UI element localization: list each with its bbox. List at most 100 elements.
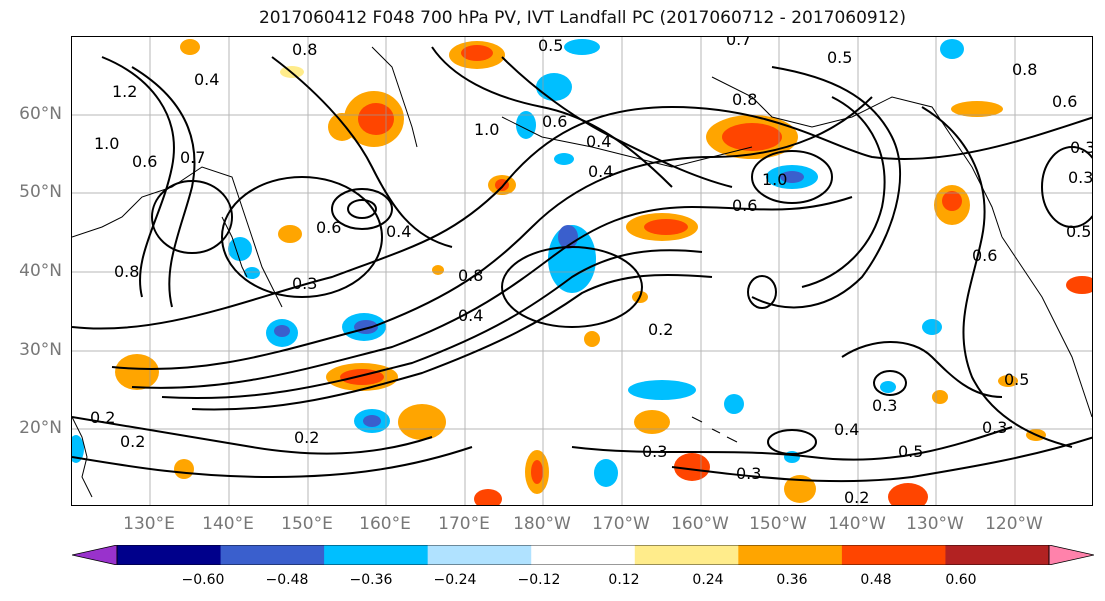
lon-label-150w: 150°W xyxy=(749,514,807,534)
colorbar-tick-label: 0.48 xyxy=(860,572,892,588)
jet-contour xyxy=(111,96,873,370)
anomaly-blob xyxy=(784,475,816,503)
contour-label: 0.8 xyxy=(732,90,757,109)
anomaly-blob xyxy=(942,191,962,211)
shaded-anomalies xyxy=(72,39,1092,505)
colorbar-segment xyxy=(531,545,636,565)
closed-contour xyxy=(501,246,643,328)
contour-label: 0.7 xyxy=(726,37,751,49)
colorbar-segment xyxy=(220,545,325,565)
lon-label-160w: 160°W xyxy=(671,514,729,534)
anomaly-blob xyxy=(328,113,356,141)
anomaly-blob xyxy=(432,265,444,275)
contour-label: 1.2 xyxy=(112,82,137,101)
lat-label-50n: 50°N xyxy=(19,182,62,202)
contour-label: 0.2 xyxy=(294,428,319,447)
jet-contour xyxy=(271,56,453,248)
anomaly-blob xyxy=(628,380,696,400)
contour-label: 0.3 xyxy=(736,464,761,483)
closed-contour xyxy=(331,188,393,230)
anomaly-blob xyxy=(536,73,572,101)
anomaly-blob xyxy=(932,390,948,404)
contour-label: 0.2 xyxy=(90,408,115,427)
contour-label: 0.3 xyxy=(872,396,897,415)
anomaly-blob xyxy=(358,103,394,135)
contour-label: 0.6 xyxy=(1052,92,1077,111)
anomaly-blob xyxy=(644,219,688,235)
anomaly-blob xyxy=(564,39,600,55)
lon-label-140e: 140°E xyxy=(202,514,254,534)
coastline-aleutians xyxy=(501,116,753,168)
contour-label: 0.4 xyxy=(194,70,219,89)
closed-contour xyxy=(347,199,377,219)
colorbar-tick-label: −0.60 xyxy=(181,572,225,588)
lat-label-40n: 40°N xyxy=(19,261,62,281)
coastline-asia xyxy=(72,166,283,308)
coastline-japan xyxy=(221,216,248,278)
anomaly-blob xyxy=(72,435,84,463)
anomaly-blob xyxy=(474,489,502,505)
closed-contour xyxy=(767,429,817,455)
map-panel: 0.8 0.5 0.7 0.5 0.8 0.6 0.4 1.2 1.0 0.4 … xyxy=(71,36,1093,506)
contour-label: 0.7 xyxy=(180,148,205,167)
anomaly-blob xyxy=(228,237,252,261)
contour-label: 0.3 xyxy=(1068,168,1093,187)
closed-contour xyxy=(1041,146,1092,228)
colorbar-segment xyxy=(738,545,843,565)
lon-label-160e: 160°E xyxy=(359,514,411,534)
anomaly-blob xyxy=(115,354,159,390)
closed-contour xyxy=(751,150,833,204)
colorbar-tick-label: 0.24 xyxy=(692,572,724,588)
anomaly-blob xyxy=(922,319,942,335)
contour-label: 0.2 xyxy=(120,432,145,451)
coastline-kamchatka xyxy=(371,46,418,148)
colorbar-tick-label: 0.36 xyxy=(776,572,808,588)
contour-label: 0.6 xyxy=(732,196,757,215)
map-canvas: 0.8 0.5 0.7 0.5 0.8 0.6 0.4 1.2 1.0 0.4 … xyxy=(72,37,1093,506)
contour-label: 0.5 xyxy=(1004,370,1029,389)
anomaly-blob xyxy=(880,381,896,393)
anomaly-blob xyxy=(634,410,670,434)
anomaly-blob xyxy=(594,459,618,487)
anomaly-blob xyxy=(531,460,543,484)
jet-contour xyxy=(131,196,853,389)
anomaly-blob xyxy=(780,171,804,183)
contour-label: 0.5 xyxy=(1066,222,1091,241)
lat-label-60n: 60°N xyxy=(19,104,62,124)
anomaly-blob xyxy=(888,483,928,505)
contour-label: 0.2 xyxy=(844,488,869,506)
contour-label: 0.6 xyxy=(132,152,157,171)
contour-label: 0.4 xyxy=(586,132,611,151)
colorbar-tick-label: −0.12 xyxy=(517,572,561,588)
anomaly-blob xyxy=(951,101,1003,117)
jet-contour xyxy=(72,105,1092,330)
anomaly-blob xyxy=(1066,276,1092,294)
lon-label-170e: 170°E xyxy=(438,514,490,534)
closed-contour xyxy=(221,176,383,298)
anomaly-blob xyxy=(998,375,1018,387)
jet-contour xyxy=(101,56,175,298)
contour-label: 0.6 xyxy=(316,218,341,237)
contour-label: 0.3 xyxy=(982,418,1007,437)
contour-label: 1.0 xyxy=(762,170,787,189)
jet-contour xyxy=(72,416,433,455)
contour-label: 0.5 xyxy=(898,442,923,461)
contour-label: 0.8 xyxy=(292,40,317,59)
anomaly-blob xyxy=(278,225,302,243)
pv-contours xyxy=(72,46,1092,483)
jet-contour xyxy=(131,66,196,308)
coastline-north-america xyxy=(1001,236,1092,418)
contour-label: 0.5 xyxy=(538,37,563,55)
contour-label: 1.0 xyxy=(94,134,119,153)
jet-contour xyxy=(501,56,733,188)
anomaly-blob xyxy=(398,404,446,440)
colorbar-tick-label: 0.12 xyxy=(608,572,640,588)
colorbar-outline xyxy=(116,545,1050,565)
contour-label: 0.4 xyxy=(458,306,483,325)
colorbar-segment xyxy=(945,545,1050,565)
colorbar-segment xyxy=(324,545,429,565)
contour-label: 0.4 xyxy=(834,420,859,439)
jet-contour xyxy=(431,46,673,188)
anomaly-blob xyxy=(940,39,964,59)
anomaly-blob xyxy=(722,123,782,151)
